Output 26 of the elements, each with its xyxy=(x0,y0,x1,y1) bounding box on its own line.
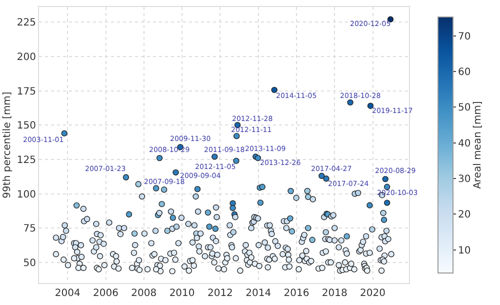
y-tick-label: 75 xyxy=(23,224,36,235)
color-bar-label: 10 xyxy=(458,245,471,256)
x-tick-label: 2008 xyxy=(131,288,157,299)
y-tick-label: 175 xyxy=(16,86,36,98)
x-tick-label: 2010 xyxy=(169,288,195,299)
y-axis-title: 99th percentile [mm] xyxy=(2,92,13,198)
x-tick-label: 2006 xyxy=(93,288,118,299)
color-bar-label: 60 xyxy=(458,67,471,78)
color-bar-title: Areal mean [mm] xyxy=(472,101,484,189)
x-tick-label: 2016 xyxy=(284,288,310,299)
color-bar-label: 70 xyxy=(458,31,471,42)
x-tick-label: 2018 xyxy=(322,288,348,299)
x-tick-label: 2020 xyxy=(360,288,386,299)
color-bar-label: 40 xyxy=(458,138,471,150)
color-bar-label: 50 xyxy=(458,102,471,114)
y-tick-label: 150 xyxy=(16,120,36,132)
y-tick-label: 100 xyxy=(16,189,36,200)
y-tick-label: 200 xyxy=(16,52,36,63)
color-bar-label: 20 xyxy=(458,210,471,221)
y-tick-label: 225 xyxy=(16,18,36,29)
y-tick-label: 125 xyxy=(16,154,36,166)
x-tick-label: 2004 xyxy=(54,288,80,299)
x-tick-label: 2014 xyxy=(246,288,272,299)
x-tick-label: 2012 xyxy=(207,288,233,299)
color-bar-label: 30 xyxy=(458,174,471,186)
y-tick-label: 50 xyxy=(23,258,36,269)
